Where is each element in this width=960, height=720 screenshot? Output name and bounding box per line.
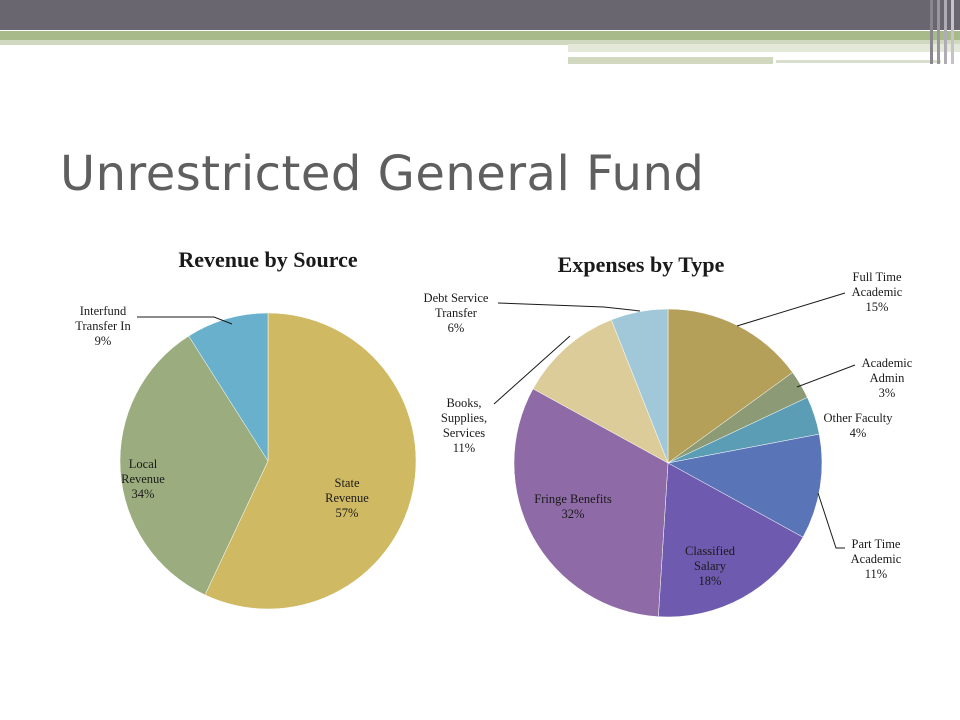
slice-label: Other Faculty 4%	[823, 411, 893, 440]
slice-label: Academic Admin 3%	[862, 356, 913, 400]
slice-label: Classified Salary 18%	[685, 544, 736, 588]
pie-slice	[188, 312, 269, 462]
leader-line	[493, 335, 571, 405]
leader-line	[736, 292, 846, 327]
slice-label: State Revenue 57%	[325, 476, 369, 520]
slice-label: Full Time Academic 15%	[852, 270, 903, 314]
pie-chart-2: Expenses by Type Full Time Academic 15% Acad…	[424, 252, 913, 618]
leader-line	[817, 492, 845, 549]
pie-slice	[610, 308, 669, 464]
pie-slice	[513, 388, 669, 617]
leader-line	[796, 364, 856, 388]
header-decoration	[0, 0, 960, 64]
slice-label: Debt Service Transfer 6%	[424, 291, 489, 335]
pie-slice	[119, 335, 269, 596]
slice-label: Interfund Transfer In 9%	[75, 304, 131, 348]
slice-label: Books, Supplies, Services 11%	[441, 396, 487, 455]
leader-line	[497, 302, 641, 312]
pie-chart-1: Revenue by Source State Revenue 57% Local Rev…	[75, 247, 417, 610]
leader-line	[137, 316, 233, 325]
chart-title: Revenue by Source	[178, 247, 357, 272]
chart-title: Expenses by Type	[558, 252, 725, 277]
slide-title: Unrestricted General Fund	[60, 146, 705, 202]
slice-label: Fringe Benefits 32%	[534, 492, 612, 521]
pie-slice	[658, 462, 804, 618]
pie-slice	[532, 319, 669, 464]
slice-label: Part Time Academic 11%	[851, 537, 902, 581]
pie-slice	[204, 312, 417, 610]
slice-label: Local Revenue 34%	[121, 457, 165, 501]
pie-slice	[667, 433, 823, 538]
